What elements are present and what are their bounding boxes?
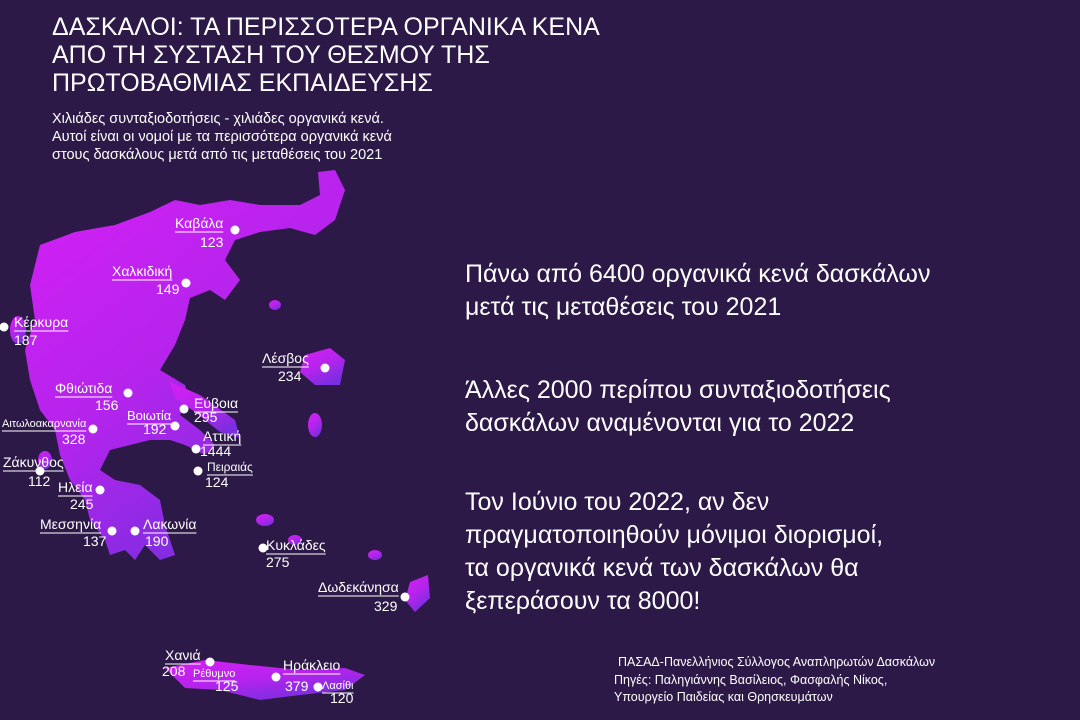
region-value: 137 [83,533,107,549]
region-dot [88,424,98,434]
region-name: Εύβοια [194,395,238,411]
evia [170,382,240,438]
subtitle-line: Χιλιάδες συνταξιοδοτήσεις - χιλιάδες οργ… [52,111,384,127]
region-dot [95,485,105,495]
region-dot [179,404,189,414]
statement-line: τα οργανικά κενά των δασκάλων θα [465,554,859,582]
region-name: Ηράκλειο [283,657,341,673]
region-value: 124 [205,474,229,490]
island [269,300,281,310]
region-dot [130,526,140,536]
region-name: Ρέθυμνο [193,668,235,680]
island [256,514,274,526]
region-dot [181,278,191,288]
island [288,535,302,545]
footer: ΠΑΣΑΔ-Πανελλήνιος Σύλλογος Αναπληρωτών Δ… [614,655,935,704]
region-name: Βοιωτία [127,408,172,423]
chios [308,413,322,437]
corfu [10,316,26,344]
region-name: Ηλεία [58,479,93,495]
region-dot [191,444,201,454]
statement-line: Τον Ιούνιο του 2022, αν δεν [465,488,769,516]
region-name: Λέσβος [262,350,309,366]
region-name: Λακωνία [143,516,196,532]
island [368,550,382,560]
region-value: 149 [156,281,180,297]
region-value: 329 [374,598,398,614]
region-dot [205,657,215,667]
region-name: Χανιά [165,647,201,663]
region-value: 295 [194,409,218,425]
region-labels: Καβάλα 123 Χαλκιδική 149 Κέρκυρα 187 Λέσβος 234… [0,215,410,706]
region-value: 190 [145,533,169,549]
region-name: Φθιώτιδα [55,380,112,396]
region-dot [258,543,268,553]
statement-line: Πάνω από 6400 οργανικά κενά δασκάλων [465,260,930,288]
region-dot [170,421,180,431]
region-name: Κέρκυρα [14,314,68,330]
organization: ΠΑΣΑΔ-Πανελλήνιος Σύλλογος Αναπληρωτών Δ… [618,655,935,669]
region-dot [107,526,117,536]
subtitle-line: στους δασκάλους μετά από τις μεταθέσεις … [52,147,382,163]
region-value: 275 [266,554,290,570]
region-dot [320,363,330,373]
region-name: Μεσσηνία [40,516,101,532]
region-value: 234 [278,368,302,384]
region-value: 328 [62,431,86,447]
title-line: ΔΑΣΚΑΛΟΙ: ΤΑ ΠΕΡΙΣΣΟΤΕΡΑ ΟΡΓΑΝΙΚΑ ΚΕΝΑ [52,13,600,41]
region-name: Καβάλα [175,215,223,231]
region-name: Δωδεκάνησα [318,579,399,595]
statement-line: δασκάλων αναμένονται για το 2022 [465,409,854,437]
region-value: 1444 [200,443,231,459]
header: ΔΑΣΚΑΛΟΙ: ΤΑ ΠΕΡΙΣΣΟΤΕΡΑ ΟΡΓΑΝΙΚΑ ΚΕΝΑΑΠ… [52,13,600,163]
region-value: 245 [70,496,94,512]
region-name: Χαλκιδική [112,263,172,279]
region-value: 379 [285,678,309,694]
region-name: Λασίθι [322,680,354,692]
region-value: 187 [14,332,38,348]
statements: Πάνω από 6400 οργανικά κενά δασκάλων μετά… [465,260,930,616]
source-line: Υπουργείο Παιδείας και Θρησκευμάτων [614,690,833,704]
zakynthos [38,451,52,469]
statement-line: ξεπεράσουν τα 8000! [465,587,700,615]
title-line: ΠΡΩΤΟΒΑΘΜΙΑΣ ΕΚΠΑΙΔΕΥΣΗΣ [52,69,433,97]
region-name: Κυκλάδες [266,537,326,553]
region-dot [0,322,9,332]
region-name: Πειραιάς [207,460,253,474]
region-dot [193,466,203,476]
source-line: Πηγές: Παληγιάννης Βασίλειος, Φασφαλής Ν… [614,673,887,687]
region-value: 112 [28,473,51,489]
region-value: 125 [215,678,239,694]
region-value: 208 [162,663,186,679]
region-value: 192 [143,421,167,437]
region-dot [35,466,45,476]
region-dot [271,672,281,682]
statement-line: Άλλες 2000 περίπου συνταξιοδοτήσεις [465,376,891,404]
region-name: Αττική [203,428,241,444]
region-dot [313,682,323,692]
region-dot [230,225,240,235]
region-name: Αιτωλοακαρνανία [2,418,87,430]
mainland [25,170,345,560]
statement-line: μετά τις μεταθέσεις του 2021 [465,293,781,321]
region-name: Ζάκυνθος [3,454,64,470]
rhodes [405,575,430,612]
subtitle-line: Αυτοί είναι οι νομοί με τα περισσότερα ο… [52,129,392,145]
region-dot [400,592,410,602]
region-dot [123,388,133,398]
region-value: 123 [200,234,224,250]
region-value: 156 [95,397,119,413]
region-value: 120 [330,690,354,706]
title-line: ΑΠΟ ΤΗ ΣΥΣΤΑΣΗ ΤΟΥ ΘΕΣΜΟΥ ΤΗΣ [52,41,490,69]
statement-line: πραγματοποιηθούν μόνιμοι διορισμοί, [465,521,883,549]
